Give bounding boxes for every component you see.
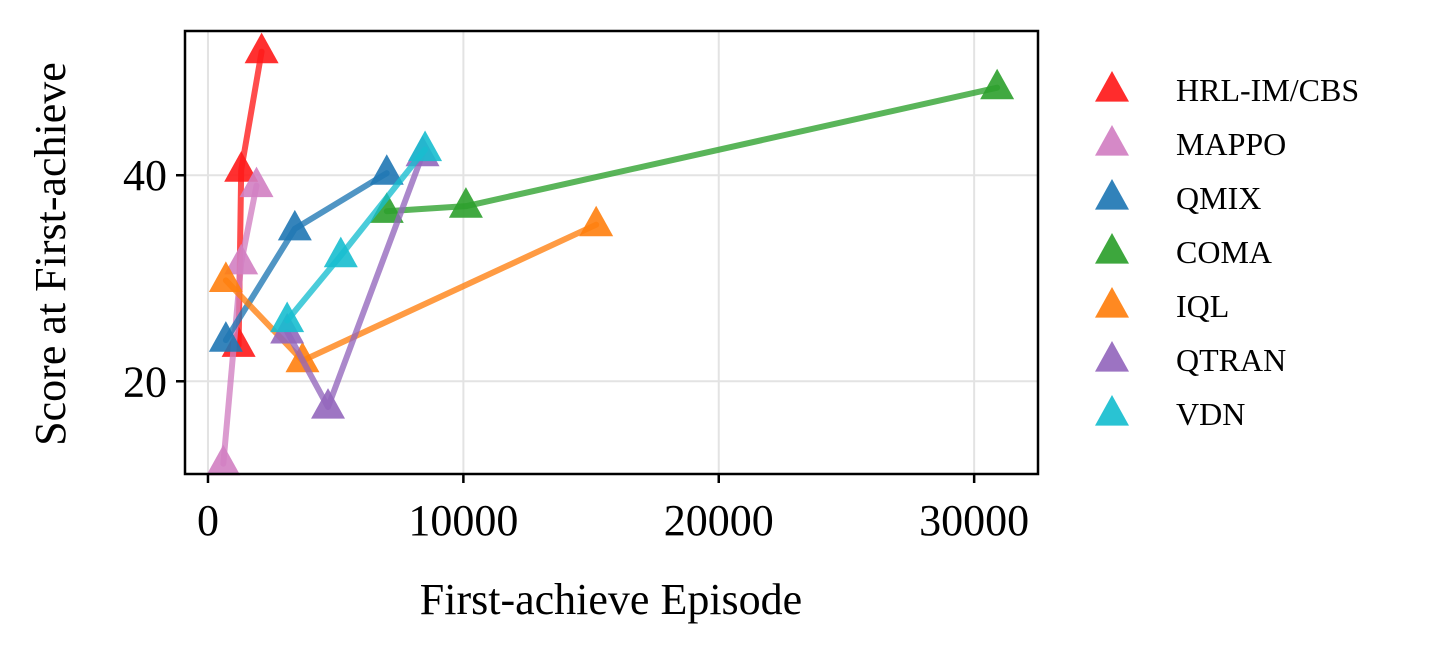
data-point-coma [980, 68, 1015, 100]
x-tick-label: 20000 [664, 496, 774, 545]
legend-marker [1095, 287, 1129, 318]
legend-label: QTRAN [1176, 342, 1286, 378]
y-tick-label: 20 [123, 357, 167, 406]
legend-marker [1095, 341, 1129, 372]
data-point-mappo [224, 243, 259, 275]
plot-frame [183, 29, 1040, 476]
axis-ticks: 0 10000 20000 30000 20 40 [123, 151, 1029, 545]
series-iql [208, 205, 614, 373]
legend-label: HRL-IM/CBS [1176, 72, 1359, 108]
data-point-mappo [239, 166, 274, 198]
legend-marker [1095, 71, 1129, 102]
legend-label: IQL [1176, 288, 1229, 324]
series-line-coma [383, 84, 1001, 215]
data-point-coma [448, 187, 483, 218]
y-axis-label: Score at First-achieve [26, 62, 75, 446]
legend-label: VDN [1176, 396, 1245, 432]
legend-marker [1095, 233, 1129, 264]
legend: HRL-IM/CBS MAPPO QMIX COMA IQL QTRAN VDN [1095, 71, 1359, 432]
legend-marker [1095, 395, 1129, 426]
data-point-iql [208, 261, 243, 292]
grid [185, 31, 1038, 474]
data-point-mappo [206, 444, 241, 476]
legend-label: QMIX [1176, 180, 1261, 216]
legend-marker [1095, 125, 1129, 156]
data-point-qmix [277, 209, 312, 241]
data-point-qmix [369, 154, 404, 185]
data-point-vdn [270, 301, 305, 333]
data-point-vdn [408, 130, 443, 162]
x-axis-label: First-achieve Episode [420, 575, 802, 624]
data-point-qtran [311, 388, 346, 419]
x-tick-label: 0 [197, 496, 219, 545]
data-point-iql [579, 205, 614, 237]
series-vdn [270, 130, 443, 333]
series-mappo [206, 166, 274, 476]
legend-label: MAPPO [1176, 126, 1286, 162]
legend-label: COMA [1176, 234, 1272, 270]
x-tick-label: 30000 [919, 496, 1029, 545]
data-point-coma [369, 192, 404, 223]
legend-item-vdn: VDN [1095, 395, 1245, 432]
data-point-qmix [208, 321, 243, 352]
data-point-vdn [323, 236, 358, 268]
legend-item-coma: COMA [1095, 233, 1272, 270]
legend-item-iql: IQL [1095, 287, 1229, 324]
series-layer [206, 32, 1015, 476]
data-point-hrl-im-cbs [244, 32, 279, 64]
legend-item-qmix: QMIX [1095, 179, 1261, 216]
series-qtran [270, 135, 440, 419]
series-coma [369, 68, 1015, 223]
x-tick-label: 10000 [408, 496, 518, 545]
legend-marker [1095, 179, 1129, 210]
legend-item-hrl-im-cbs: HRL-IM/CBS [1095, 71, 1359, 108]
data-point-hrl-im-cbs [224, 151, 259, 182]
y-tick-label: 40 [123, 151, 167, 200]
legend-item-mappo: MAPPO [1095, 125, 1286, 162]
legend-item-qtran: QTRAN [1095, 341, 1286, 378]
